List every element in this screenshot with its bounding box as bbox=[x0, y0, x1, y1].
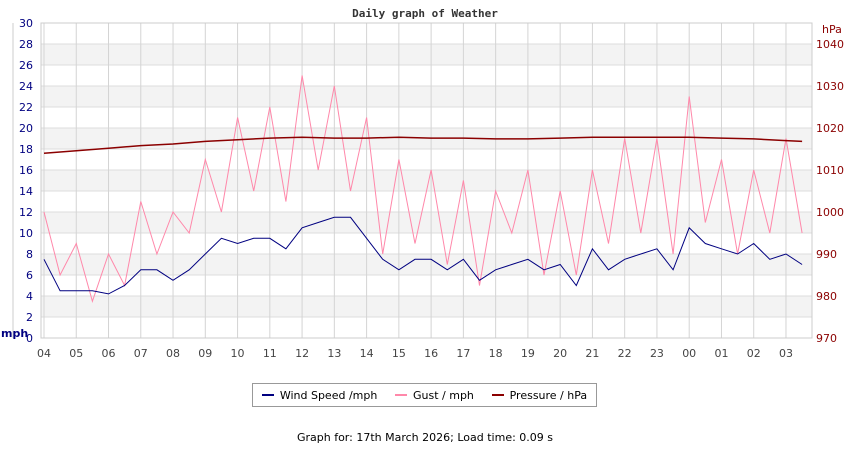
chart-title: Daily graph of Weather bbox=[352, 7, 498, 20]
left-tick-label: 26 bbox=[19, 59, 33, 72]
right-tick-label: 1020 bbox=[816, 122, 844, 135]
right-tick-label: 1030 bbox=[816, 80, 844, 93]
x-tick-label: 02 bbox=[747, 347, 761, 360]
grid-band bbox=[41, 86, 812, 107]
x-tick-label: 11 bbox=[263, 347, 277, 360]
grid-band bbox=[41, 44, 812, 65]
x-tick-label: 12 bbox=[295, 347, 309, 360]
x-tick-label: 07 bbox=[134, 347, 148, 360]
right-tick-label: 990 bbox=[816, 248, 837, 261]
legend-swatch-pressure bbox=[491, 394, 504, 396]
x-tick-label: 15 bbox=[392, 347, 406, 360]
left-tick-label: 30 bbox=[19, 17, 33, 30]
right-tick-label: 980 bbox=[816, 290, 837, 303]
x-tick-label: 13 bbox=[327, 347, 341, 360]
left-tick-label: 4 bbox=[26, 290, 33, 303]
x-tick-label: 19 bbox=[521, 347, 535, 360]
legend: Wind Speed /mph Gust / mph Pressure / hP… bbox=[252, 383, 597, 407]
x-tick-label: 21 bbox=[585, 347, 599, 360]
footer-status: Graph for: 17th March 2026; Load time: 0… bbox=[296, 431, 554, 444]
right-tick-label: 970 bbox=[816, 332, 837, 345]
series-line-pressure bbox=[43, 136, 803, 154]
left-tick-label: 24 bbox=[19, 80, 33, 93]
x-tick-label: 05 bbox=[69, 347, 83, 360]
grid-band bbox=[41, 212, 812, 233]
x-tick-label: 17 bbox=[456, 347, 470, 360]
legend-item-wind: Wind Speed /mph bbox=[261, 388, 378, 402]
legend-item-pressure: Pressure / hPa bbox=[491, 388, 588, 402]
x-tick-label: 09 bbox=[198, 347, 212, 360]
right-axis-label: hPa bbox=[822, 23, 842, 36]
left-tick-label: 2 bbox=[26, 311, 33, 324]
left-axis-label: mph bbox=[1, 327, 28, 340]
x-tick-label: 08 bbox=[166, 347, 180, 360]
x-tick-label: 00 bbox=[682, 347, 696, 360]
x-tick-label: 14 bbox=[360, 347, 374, 360]
legend-swatch-gust bbox=[395, 394, 407, 396]
legend-item-gust: Gust / mph bbox=[395, 389, 474, 402]
legend-swatch-wind bbox=[261, 394, 274, 396]
left-tick-label: 16 bbox=[19, 164, 33, 177]
left-tick-label: 14 bbox=[19, 185, 33, 198]
left-tick-label: 10 bbox=[19, 227, 33, 240]
x-tick-label: 03 bbox=[779, 347, 793, 360]
left-tick-label: 18 bbox=[19, 143, 33, 156]
left-tick-label: 22 bbox=[19, 101, 33, 114]
x-tick-label: 10 bbox=[231, 347, 245, 360]
legend-label-pressure: Pressure / hPa bbox=[509, 388, 588, 402]
x-tick-label: 23 bbox=[650, 347, 664, 360]
x-tick-label: 04 bbox=[37, 347, 51, 360]
left-tick-label: 12 bbox=[19, 206, 33, 219]
right-tick-label: 1040 bbox=[816, 38, 844, 51]
grid-band bbox=[41, 254, 812, 275]
x-tick-label: 16 bbox=[424, 347, 438, 360]
right-tick-label: 1000 bbox=[816, 206, 844, 219]
weather-chart: Daily graph of Weather 02468101214161820… bbox=[1, 7, 844, 360]
legend-label-wind: Wind Speed /mph bbox=[279, 388, 378, 402]
grid-band bbox=[41, 170, 812, 191]
plot-frame bbox=[40, 22, 813, 339]
left-tick-label: 6 bbox=[26, 269, 33, 282]
left-tick-label: 20 bbox=[19, 122, 33, 135]
series-line-wind-speed bbox=[43, 216, 803, 295]
series-line-gust bbox=[43, 75, 803, 303]
left-tick-label: 0 bbox=[26, 332, 33, 345]
x-tick-label: 20 bbox=[553, 347, 567, 360]
x-tick-label: 06 bbox=[102, 347, 116, 360]
right-tick-label: 1010 bbox=[816, 164, 844, 177]
x-tick-label: 22 bbox=[618, 347, 632, 360]
legend-label-gust: Gust / mph bbox=[413, 388, 474, 402]
left-tick-label: 28 bbox=[19, 38, 33, 51]
grid-band bbox=[41, 296, 812, 317]
x-tick-label: 01 bbox=[714, 347, 728, 360]
x-tick-label: 18 bbox=[489, 347, 503, 360]
left-tick-label: 8 bbox=[26, 248, 33, 261]
